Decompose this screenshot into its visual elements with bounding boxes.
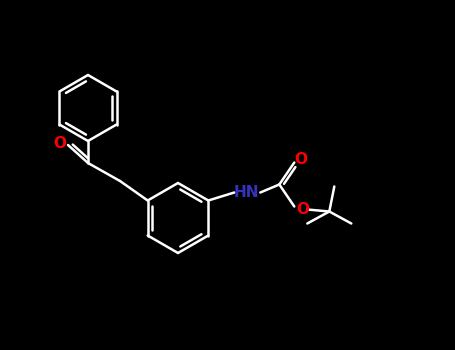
Text: O: O (296, 202, 309, 217)
Text: O: O (294, 152, 307, 167)
Text: HN: HN (233, 185, 259, 200)
Text: O: O (54, 136, 66, 152)
